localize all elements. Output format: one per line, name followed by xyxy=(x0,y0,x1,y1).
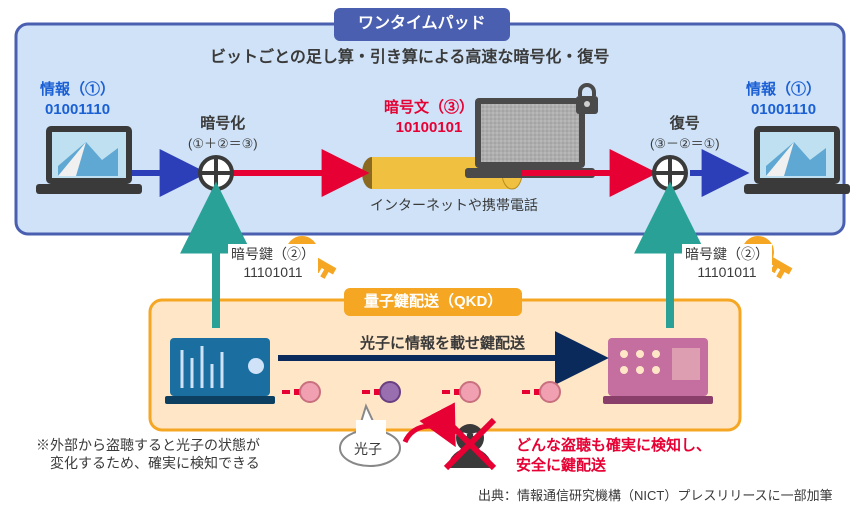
key-right-text: 暗号鍵（②） xyxy=(685,246,769,262)
info-left-label-text: 情報（①） xyxy=(40,81,115,98)
decrypt-title: 復号 xyxy=(670,115,700,132)
info-right-label: 情報（①） 01001110 xyxy=(746,80,821,119)
decrypt-expr: (③－②＝①) xyxy=(650,136,720,151)
encrypt-label: 暗号化 (①＋②＝③) xyxy=(188,114,258,153)
note-left: ※外部から盗聴すると光子の状態が 変化するため、確実に検知できる xyxy=(36,436,260,472)
info-right-bits: 01001110 xyxy=(751,101,816,118)
decrypt-xor xyxy=(654,157,686,189)
otp-badge: ワンタイムパッド xyxy=(334,8,510,41)
qkd-line1: 光子に情報を載せ鍵配送 xyxy=(360,334,525,354)
source-credit: 出典：情報通信研究機構（NICT）プレスリリースに一部加筆 xyxy=(478,488,833,505)
server-with-lock xyxy=(465,85,598,178)
info-left-label: 情報（①） 01001110 xyxy=(40,80,115,119)
encrypt-expr: (①＋②＝③) xyxy=(188,136,258,151)
info-left-bits: 01001110 xyxy=(45,101,110,118)
encrypt-xor xyxy=(200,157,232,189)
laptop-left xyxy=(36,126,142,194)
otp-subtitle: ビットごとの足し算・引き算による高速な暗号化・復号 xyxy=(210,48,609,69)
qkd-badge: 量子鍵配送（QKD） xyxy=(344,288,522,316)
key-left-bits: 11101011 xyxy=(243,264,302,280)
qkd-sender-device xyxy=(165,338,275,404)
decrypt-label: 復号 (③－②＝①) xyxy=(650,114,720,153)
note-right: どんな盗聴も確実に検知し、 安全に鍵配送 xyxy=(516,436,711,475)
laptop-right xyxy=(744,126,850,194)
net-label: インターネットや携帯電話 xyxy=(370,196,538,214)
key-left-text: 暗号鍵（②） xyxy=(231,246,315,262)
key-right-label: 暗号鍵（②） 11101011 xyxy=(682,244,772,282)
photon-label: 光子 xyxy=(354,440,382,458)
cipher-label-text: 暗号文（③） xyxy=(384,99,474,116)
info-right-label-text: 情報（①） xyxy=(746,81,821,98)
cipher-bits: 10100101 xyxy=(396,119,463,136)
key-right-bits: 11101011 xyxy=(697,264,756,280)
hacker-blocked-icon xyxy=(446,420,494,468)
key-left-label: 暗号鍵（②） 11101011 xyxy=(228,244,318,282)
encrypt-title: 暗号化 xyxy=(200,115,245,132)
qkd-receiver-device xyxy=(603,338,713,404)
cipher-label: 暗号文（③） 10100101 xyxy=(384,98,474,137)
